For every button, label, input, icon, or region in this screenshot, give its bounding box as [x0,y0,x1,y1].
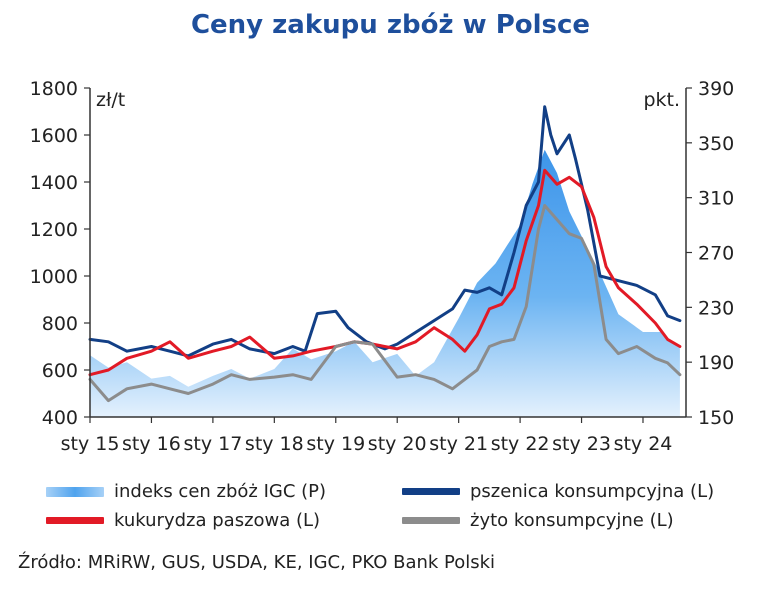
x-tick-label: sty 20 [368,433,427,455]
right-axis-unit: pkt. [643,89,680,111]
legend-item-igc: indeks cen zbóż IGC (P) [46,481,326,502]
left-tick-label: 1000 [30,266,78,288]
x-tick-label: sty 22 [491,433,550,455]
legend-swatch-zyto [402,517,460,524]
legend-label-pszenica: pszenica konsumpcyjna (L) [470,481,715,502]
left-axis-unit: zł/t [96,89,125,111]
legend-swatch-kukurydza [46,517,104,524]
legend-label-zyto: żyto konsumpcyjne (L) [470,510,674,531]
legend-label-kukurydza: kukurydza paszowa (L) [114,510,321,531]
left-tick-label: 1400 [30,172,78,194]
right-tick-label: 230 [698,297,734,319]
left-tick-label: 1800 [30,78,78,100]
legend-swatch-igc [46,486,104,497]
legend-label-igc: indeks cen zbóż IGC (P) [114,481,327,502]
x-tick-label: sty 16 [122,433,181,455]
legend-swatch-pszenica [402,488,460,495]
x-tick-label: sty 23 [552,433,611,455]
source-note: Źródło: MRiRW, GUS, USDA, KE, IGC, PKO B… [18,552,496,573]
legend-item-kukurydza: kukurydza paszowa (L) [46,510,320,531]
right-tick-label: 270 [698,243,734,265]
x-tick-label: sty 19 [306,433,365,455]
left-tick-label: 1200 [30,219,78,241]
series-line-2 [88,168,682,377]
x-tick-label: sty 18 [245,433,304,455]
chart-title: Ceny zakupu zbóż w Polsce [190,10,591,40]
left-tick-label: 1600 [30,125,78,147]
x-tick-label: sty 17 [183,433,242,455]
x-tick-label: sty 21 [429,433,488,455]
right-tick-label: 390 [698,78,734,100]
series-line-1 [88,105,682,358]
series-line-3 [88,204,682,403]
right-tick-label: 190 [698,352,734,374]
legend-item-pszenica: pszenica konsumpcyjna (L) [402,481,714,502]
left-tick-label: 800 [42,313,78,335]
right-tick-label: 310 [698,188,734,210]
right-tick-label: 350 [698,133,734,155]
x-tick-label: sty 24 [614,433,673,455]
right-tick-label: 150 [698,407,734,429]
series-area-igc [90,149,680,417]
left-tick-label: 600 [42,360,78,382]
x-tick-label: sty 15 [61,433,120,455]
left-tick-label: 400 [42,407,78,429]
legend-item-zyto: żyto konsumpcyjne (L) [402,510,674,531]
